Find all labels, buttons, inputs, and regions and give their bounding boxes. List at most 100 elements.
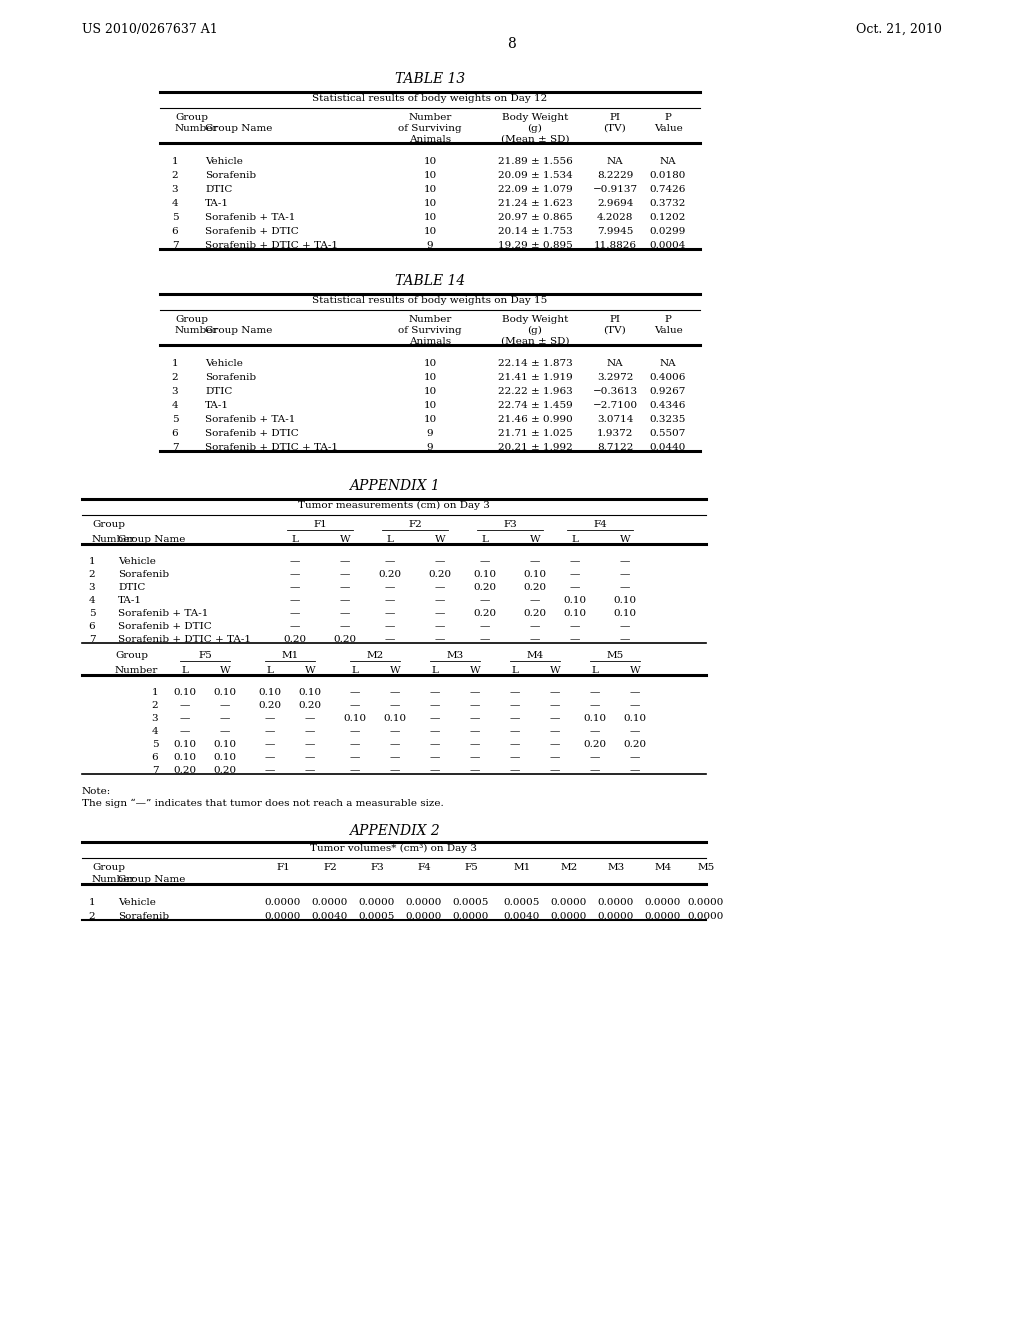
Text: Sorafenib + DTIC + TA-1: Sorafenib + DTIC + TA-1 <box>205 242 338 249</box>
Text: 0.20: 0.20 <box>284 635 306 644</box>
Text: —: — <box>390 752 400 762</box>
Text: —: — <box>290 609 300 618</box>
Text: Body Weight: Body Weight <box>502 315 568 323</box>
Text: 0.0000: 0.0000 <box>551 912 587 921</box>
Text: M4: M4 <box>654 863 672 873</box>
Text: 8.2229: 8.2229 <box>597 172 633 180</box>
Text: 3: 3 <box>152 714 159 723</box>
Text: 21.24 ± 1.623: 21.24 ± 1.623 <box>498 199 572 209</box>
Text: Tumor volumes* (cm³) on Day 3: Tumor volumes* (cm³) on Day 3 <box>310 843 477 853</box>
Text: 0.0000: 0.0000 <box>312 898 348 907</box>
Text: 0.10: 0.10 <box>258 688 282 697</box>
Text: 0.20: 0.20 <box>624 741 646 748</box>
Text: L: L <box>266 667 273 675</box>
Text: 10: 10 <box>423 185 436 194</box>
Text: —: — <box>265 741 275 748</box>
Text: Sorafenib + TA-1: Sorafenib + TA-1 <box>118 609 208 618</box>
Text: 3: 3 <box>89 583 95 591</box>
Text: of Surviving: of Surviving <box>398 326 462 335</box>
Text: 4: 4 <box>152 727 159 737</box>
Text: TABLE 13: TABLE 13 <box>395 73 465 86</box>
Text: 0.20: 0.20 <box>213 766 237 775</box>
Text: —: — <box>620 622 630 631</box>
Text: 0.0040: 0.0040 <box>312 912 348 921</box>
Text: —: — <box>390 741 400 748</box>
Text: M3: M3 <box>446 651 464 660</box>
Text: —: — <box>385 635 395 644</box>
Text: (Mean ± SD): (Mean ± SD) <box>501 337 569 346</box>
Text: 0.20: 0.20 <box>173 766 197 775</box>
Text: 1.9372: 1.9372 <box>597 429 633 438</box>
Text: —: — <box>435 597 445 605</box>
Text: 0.10: 0.10 <box>173 752 197 762</box>
Text: 19.29 ± 0.895: 19.29 ± 0.895 <box>498 242 572 249</box>
Text: —: — <box>529 557 541 566</box>
Text: W: W <box>620 535 631 544</box>
Text: (Mean ± SD): (Mean ± SD) <box>501 135 569 144</box>
Text: The sign “—” indicates that tumor does not reach a measurable size.: The sign “—” indicates that tumor does n… <box>82 799 443 808</box>
Text: Group Name: Group Name <box>205 326 272 335</box>
Text: —: — <box>390 688 400 697</box>
Text: 2: 2 <box>172 374 178 381</box>
Text: 0.10: 0.10 <box>173 688 197 697</box>
Text: F3: F3 <box>370 863 384 873</box>
Text: —: — <box>630 701 640 710</box>
Text: 0.0005: 0.0005 <box>358 912 395 921</box>
Text: F1: F1 <box>313 520 327 529</box>
Text: 0.3235: 0.3235 <box>650 414 686 424</box>
Text: 0.0000: 0.0000 <box>688 912 724 921</box>
Text: 0.0000: 0.0000 <box>358 898 395 907</box>
Text: 7: 7 <box>172 242 178 249</box>
Text: Sorafenib + DTIC + TA-1: Sorafenib + DTIC + TA-1 <box>118 635 251 644</box>
Text: 9: 9 <box>427 429 433 438</box>
Text: —: — <box>630 766 640 775</box>
Text: 2: 2 <box>89 912 95 921</box>
Text: —: — <box>350 752 360 762</box>
Text: Vehicle: Vehicle <box>205 157 243 166</box>
Text: —: — <box>470 752 480 762</box>
Text: —: — <box>350 741 360 748</box>
Text: —: — <box>510 766 520 775</box>
Text: —: — <box>550 714 560 723</box>
Text: Number: Number <box>409 114 452 121</box>
Text: —: — <box>220 714 230 723</box>
Text: —: — <box>220 727 230 737</box>
Text: 22.74 ± 1.459: 22.74 ± 1.459 <box>498 401 572 411</box>
Text: —: — <box>470 741 480 748</box>
Text: —: — <box>510 688 520 697</box>
Text: 0.0000: 0.0000 <box>688 898 724 907</box>
Text: 0.10: 0.10 <box>213 688 237 697</box>
Text: 10: 10 <box>423 199 436 209</box>
Text: 0.10: 0.10 <box>298 688 322 697</box>
Text: 0.10: 0.10 <box>584 714 606 723</box>
Text: 7: 7 <box>152 766 159 775</box>
Text: —: — <box>480 635 490 644</box>
Text: 0.7426: 0.7426 <box>650 185 686 194</box>
Text: —: — <box>290 583 300 591</box>
Text: —: — <box>569 583 581 591</box>
Text: 21.46 ± 0.990: 21.46 ± 0.990 <box>498 414 572 424</box>
Text: —: — <box>305 714 315 723</box>
Text: 7.9945: 7.9945 <box>597 227 633 236</box>
Text: 20.21 ± 1.992: 20.21 ± 1.992 <box>498 444 572 451</box>
Text: 6: 6 <box>152 752 159 762</box>
Text: 9: 9 <box>427 242 433 249</box>
Text: 0.20: 0.20 <box>473 583 497 591</box>
Text: Value: Value <box>653 326 682 335</box>
Text: 0.20: 0.20 <box>428 570 452 579</box>
Text: APPENDIX 2: APPENDIX 2 <box>348 824 439 838</box>
Text: 0.10: 0.10 <box>563 609 587 618</box>
Text: 0.0000: 0.0000 <box>406 898 442 907</box>
Text: Sorafenib + TA-1: Sorafenib + TA-1 <box>205 213 295 222</box>
Text: —: — <box>569 557 581 566</box>
Text: F1: F1 <box>276 863 290 873</box>
Text: —: — <box>630 752 640 762</box>
Text: —: — <box>390 766 400 775</box>
Text: 5: 5 <box>152 741 159 748</box>
Text: —: — <box>510 727 520 737</box>
Text: —: — <box>435 609 445 618</box>
Text: 0.0000: 0.0000 <box>551 898 587 907</box>
Text: Vehicle: Vehicle <box>205 359 243 368</box>
Text: −0.3613: −0.3613 <box>593 387 638 396</box>
Text: 1: 1 <box>172 157 178 166</box>
